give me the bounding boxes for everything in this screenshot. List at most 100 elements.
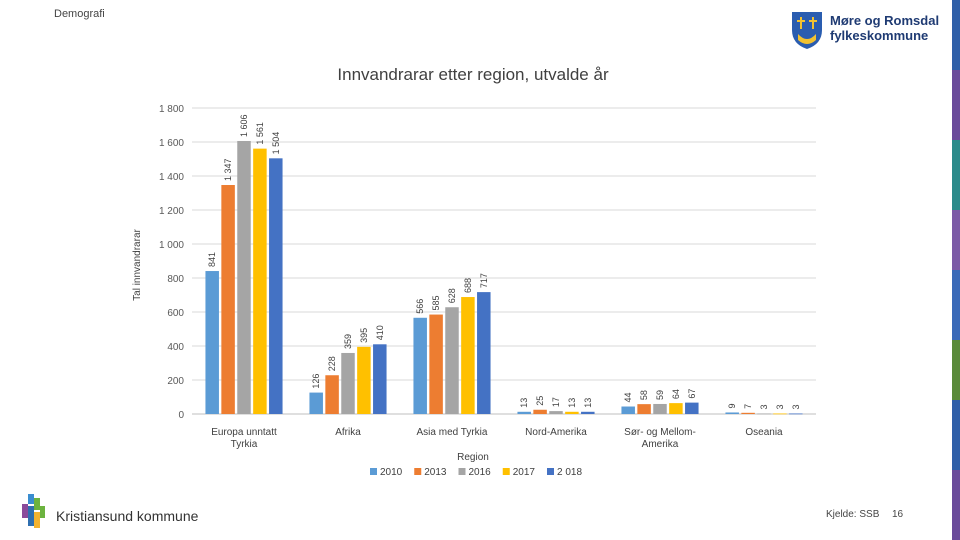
bar — [325, 375, 339, 414]
legend-label: 2017 — [513, 467, 536, 478]
bar — [757, 413, 771, 415]
bar — [533, 409, 547, 414]
y-tick-label: 1 000 — [159, 240, 184, 251]
coat-of-arms-icon — [792, 12, 822, 49]
x-category-label: Asia med Tyrkia — [417, 427, 488, 438]
bar — [669, 403, 683, 414]
footer-logo-block: Kristiansund kommune — [22, 492, 262, 532]
bar-value-label: 9 — [727, 403, 737, 408]
bar-value-label: 1 561 — [255, 122, 265, 145]
x-category-label: Afrika — [335, 427, 361, 438]
stripe — [952, 340, 960, 400]
bar — [341, 352, 355, 414]
legend-swatch — [414, 468, 422, 475]
chart-title: Innvandrarar etter region, utvalde år — [337, 65, 609, 84]
bar-value-label: 841 — [207, 252, 217, 267]
section-label: Demografi — [54, 8, 105, 20]
stripe — [952, 140, 960, 210]
stripe — [952, 0, 960, 70]
bar-value-label: 410 — [375, 325, 385, 340]
bar-value-label: 1 347 — [223, 158, 233, 181]
legend-label: 2 018 — [557, 467, 582, 478]
stripe — [952, 70, 960, 140]
bar-value-label: 228 — [327, 356, 337, 371]
bar — [477, 292, 491, 414]
legend-swatch — [458, 468, 466, 475]
bar — [373, 344, 387, 414]
footer-org-name: Kristiansund kommune — [56, 508, 199, 524]
bar-value-label: 67 — [687, 389, 697, 399]
bar-value-label: 628 — [447, 288, 457, 303]
bar-value-label: 717 — [479, 273, 489, 288]
y-tick-label: 800 — [167, 274, 184, 285]
bar-value-label: 1 606 — [239, 114, 249, 137]
y-tick-label: 400 — [167, 342, 184, 353]
bar — [621, 406, 635, 414]
bar — [725, 412, 739, 414]
x-category-label: Europa unntatt — [211, 427, 277, 438]
municipality-logo-icon — [22, 494, 45, 528]
stripe — [952, 210, 960, 270]
bar — [269, 158, 283, 414]
stripe — [952, 470, 960, 540]
bar — [653, 403, 667, 414]
legend-label: 2013 — [424, 467, 447, 478]
y-tick-label: 0 — [178, 410, 184, 421]
logo-line-2: fylkeskommune — [830, 28, 929, 43]
county-logo: Møre og Romsdal fylkeskommune — [790, 10, 940, 52]
bar-value-label: 3 — [791, 404, 801, 409]
stripe — [952, 400, 960, 470]
x-category-label: Sør- og Mellom- — [624, 427, 696, 438]
legend-swatch — [370, 468, 377, 475]
bar — [429, 314, 443, 414]
bar-value-label: 59 — [655, 390, 665, 400]
legend-label: 2016 — [469, 467, 492, 478]
bar — [741, 412, 755, 414]
bar-value-label: 585 — [431, 296, 441, 311]
bar-value-label: 395 — [359, 328, 369, 343]
bar — [445, 307, 459, 414]
bar-value-label: 44 — [623, 393, 633, 403]
y-axis-title: Tal innvandrarar — [132, 228, 143, 300]
bar — [413, 317, 427, 414]
y-tick-label: 1 600 — [159, 138, 184, 149]
bar-value-label: 13 — [567, 398, 577, 408]
bar — [205, 271, 219, 414]
bar — [549, 411, 563, 414]
bar — [789, 413, 803, 415]
bar — [309, 392, 323, 414]
x-category-label: Nord-Amerika — [525, 427, 587, 438]
bar-value-label: 3 — [759, 404, 769, 409]
bar — [773, 413, 787, 415]
x-axis-title: Region — [457, 452, 489, 463]
bar-value-label: 688 — [463, 278, 473, 293]
y-tick-label: 1 800 — [159, 104, 184, 115]
bar-value-label: 126 — [311, 374, 321, 389]
x-category-label: Amerika — [642, 439, 679, 450]
bar-value-label: 359 — [343, 334, 353, 349]
bar — [461, 297, 475, 414]
source-note: Kjelde: SSB — [826, 509, 880, 520]
bar-value-label: 3 — [775, 404, 785, 409]
bar — [357, 346, 371, 414]
bar — [581, 411, 595, 414]
bar-value-label: 1 504 — [271, 132, 281, 155]
bar — [685, 402, 699, 414]
x-category-label: Oseania — [745, 427, 783, 438]
bar-value-label: 17 — [551, 397, 561, 407]
bar — [253, 148, 267, 414]
legend-swatch — [502, 468, 510, 475]
page-number: 16 — [892, 509, 904, 520]
y-tick-label: 1 200 — [159, 206, 184, 217]
bar-value-label: 566 — [415, 299, 425, 314]
x-category-label: Tyrkia — [231, 439, 258, 450]
legend-swatch — [547, 468, 554, 475]
bar — [517, 411, 531, 414]
y-tick-label: 1 400 — [159, 172, 184, 183]
logo-line-1: Møre og Romsdal — [830, 13, 940, 28]
stripe — [952, 270, 960, 340]
bar — [221, 185, 235, 414]
bar-value-label: 13 — [519, 398, 529, 408]
y-tick-label: 200 — [167, 376, 184, 387]
bar-value-label: 7 — [743, 404, 753, 409]
